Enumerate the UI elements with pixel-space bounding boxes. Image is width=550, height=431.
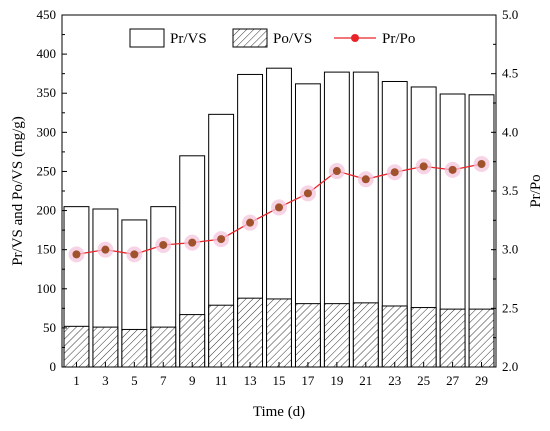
x-tick-label: 27 xyxy=(446,373,460,388)
bar-po-vs xyxy=(92,326,119,368)
x-tick-label: 3 xyxy=(102,373,109,388)
x-tick-label: 9 xyxy=(189,373,196,388)
y-right-tick-label: 3.0 xyxy=(502,242,518,257)
bar-po-vs xyxy=(121,328,148,368)
y-tick-label: 250 xyxy=(37,163,57,178)
axes-layer: 0 50 100 150 200 250 300 350 400 450 2.0 2.5 3.0 3.5 4… xyxy=(37,7,519,388)
y-axis-title-left: Pr/VS and Po/VS (mg/g) xyxy=(10,116,26,266)
x-tick-label: 11 xyxy=(215,373,228,388)
point-pr-po xyxy=(448,165,457,174)
legend-swatch-po-vs xyxy=(232,28,268,48)
point-pr-po xyxy=(477,160,486,169)
y-tick-label: 0 xyxy=(50,359,57,374)
x-tick-label: 7 xyxy=(160,373,167,388)
y-right-tick-label: 4.5 xyxy=(502,66,518,81)
x-axis-title: Time (d) xyxy=(253,404,305,420)
bar-po-vs xyxy=(179,314,206,368)
y-right-tick-label: 2.5 xyxy=(502,300,518,315)
y-tick-label: 350 xyxy=(37,85,57,100)
point-pr-po xyxy=(101,245,110,254)
line-layer xyxy=(68,156,490,263)
point-pr-po xyxy=(217,235,226,244)
point-pr-po xyxy=(130,250,139,259)
legend-label-pr-po: Pr/Po xyxy=(382,31,415,47)
bar-po-vs xyxy=(323,303,350,368)
point-pr-po xyxy=(361,175,370,184)
bar-po-vs xyxy=(439,308,466,368)
y-tick-label: 150 xyxy=(37,242,57,257)
bar-po-vs xyxy=(237,297,264,368)
point-pr-po xyxy=(275,203,283,212)
legend-label-pr-vs: Pr/VS xyxy=(170,31,207,47)
y-tick-label: 450 xyxy=(37,7,57,22)
x-tick-label: 25 xyxy=(417,373,430,388)
bar-po-vs xyxy=(150,326,177,368)
bar-po-vs xyxy=(266,298,292,368)
bar-po-vs xyxy=(381,305,408,368)
x-tick-label: 21 xyxy=(359,373,372,388)
point-pr-po xyxy=(72,250,81,259)
bar-po-vs xyxy=(352,302,379,368)
legend-swatch-pr-vs xyxy=(129,28,165,48)
bars-layer xyxy=(63,67,495,368)
point-pr-po xyxy=(390,168,399,177)
legend-marker-pr-po xyxy=(351,34,359,42)
x-tick-label: 1 xyxy=(73,373,80,388)
legend-label-po-vs: Po/VS xyxy=(273,31,312,47)
bar-po-vs xyxy=(410,307,437,368)
x-tick-label: 23 xyxy=(388,373,401,388)
y-tick-label: 50 xyxy=(43,320,56,335)
y-tick-label: 200 xyxy=(37,203,57,218)
point-pr-po xyxy=(159,240,168,249)
y-right-tick-label: 5.0 xyxy=(502,7,518,22)
x-tick-label: 17 xyxy=(301,373,315,388)
x-tick-label: 13 xyxy=(244,373,257,388)
y-tick-label: 100 xyxy=(37,281,57,296)
bar-po-vs xyxy=(208,304,235,368)
y-axis-title-right: Pr/Po xyxy=(528,174,544,207)
bar-po-vs xyxy=(468,308,495,368)
y-right-tick-label: 2.0 xyxy=(502,359,518,374)
bar-po-vs xyxy=(63,325,90,368)
x-tick-label: 15 xyxy=(273,373,286,388)
y-tick-label: 400 xyxy=(37,46,57,61)
x-tick-label: 29 xyxy=(475,373,488,388)
bar-po-vs xyxy=(294,303,321,368)
point-pr-po xyxy=(303,189,312,198)
y-right-tick-label: 4.0 xyxy=(502,124,518,139)
x-tick-label: 19 xyxy=(330,373,343,388)
y-right-tick-label: 3.5 xyxy=(502,183,518,198)
point-pr-po xyxy=(332,167,341,176)
y-tick-label: 300 xyxy=(37,124,57,139)
legend: Pr/VS Po/VS Pr/Po xyxy=(129,28,415,48)
x-tick-label: 5 xyxy=(131,373,138,388)
point-pr-po xyxy=(188,238,197,247)
point-pr-po xyxy=(246,218,255,227)
point-pr-po xyxy=(419,162,428,171)
